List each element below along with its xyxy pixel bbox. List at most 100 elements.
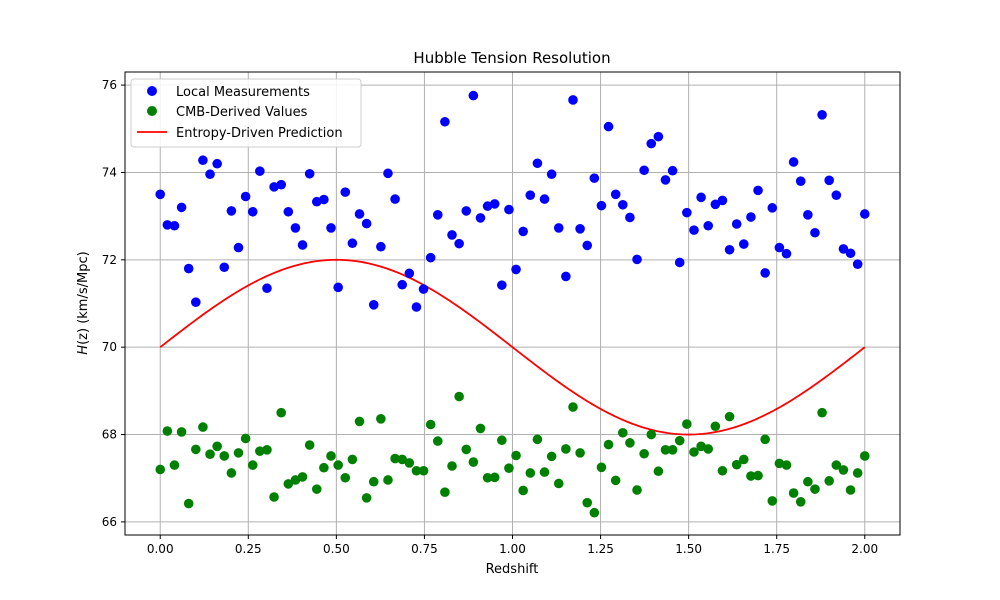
- local-measurement-point: [304, 168, 315, 179]
- local-measurement-point: [760, 268, 770, 278]
- cmb-value-point: [575, 448, 585, 458]
- cmb-value-point: [803, 476, 813, 487]
- cmb-value-point: [461, 444, 472, 455]
- local-measurement-point: [632, 254, 642, 265]
- local-measurement-point: [646, 138, 657, 149]
- cmb-value-point: [283, 479, 294, 489]
- cmb-value-point: [155, 464, 166, 475]
- cmb-value-point: [525, 468, 536, 478]
- cmb-value-point: [233, 448, 244, 458]
- local-measurement-point: [326, 223, 336, 233]
- local-measurement-point: [169, 220, 180, 231]
- local-measurement-point: [418, 284, 429, 294]
- local-measurement-point: [461, 206, 472, 216]
- local-measurement-point: [504, 204, 514, 215]
- cmb-value-point: [383, 475, 393, 485]
- local-measurement-point: [618, 199, 628, 210]
- cmb-value-point: [347, 454, 358, 465]
- cmb-value-point: [603, 439, 614, 450]
- local-measurement-point: [276, 179, 287, 190]
- cmb-value-point: [475, 423, 486, 434]
- local-measurement-point: [368, 300, 379, 310]
- cmb-value-point: [368, 476, 379, 487]
- cmb-value-point: [546, 451, 557, 462]
- cmb-value-point: [682, 419, 692, 429]
- local-measurement-point: [781, 248, 792, 259]
- x-tick-label: 1.00: [499, 542, 526, 556]
- cmb-value-point: [553, 478, 564, 489]
- cmb-value-point: [162, 426, 173, 436]
- cmb-value-point: [781, 460, 792, 470]
- local-measurement-point: [404, 268, 415, 279]
- cmb-value-point: [589, 507, 600, 518]
- cmb-value-point: [183, 498, 194, 509]
- local-measurement-point: [667, 165, 678, 176]
- local-measurement-point: [532, 158, 543, 169]
- x-tick-label: 0.00: [147, 542, 174, 556]
- legend: Local Measurements CMB-Derived Values En…: [130, 78, 362, 148]
- local-measurement-point: [162, 220, 173, 230]
- legend-marker-cmb: [147, 106, 157, 116]
- local-measurement-point: [731, 219, 742, 229]
- local-measurement-point: [290, 223, 301, 233]
- cmb-value-point: [817, 407, 827, 418]
- y-tick-label: 72: [102, 253, 117, 267]
- local-measurement-point: [739, 239, 749, 249]
- cmb-value-point: [625, 438, 635, 448]
- chart-title: Hubble Tension Resolution: [413, 49, 610, 67]
- cmb-value-point: [582, 497, 593, 508]
- cmb-value-point: [795, 497, 806, 507]
- local-measurement-point: [703, 220, 714, 231]
- local-measurement-point: [674, 257, 685, 268]
- cmb-value-point: [397, 454, 408, 465]
- local-measurement-point: [440, 116, 450, 127]
- cmb-value-point: [596, 462, 607, 473]
- local-measurement-point: [724, 244, 735, 255]
- cmb-value-point: [333, 460, 343, 470]
- cmb-value-point: [255, 446, 265, 456]
- prediction-line: [159, 258, 866, 436]
- cmb-value-point: [304, 440, 315, 450]
- local-measurement-point: [240, 191, 251, 202]
- local-measurement-point: [710, 199, 721, 210]
- cmb-value-point: [262, 445, 272, 455]
- local-measurement-point: [852, 259, 863, 269]
- cmb-value-point: [169, 460, 180, 470]
- cmb-value-point: [361, 493, 372, 503]
- local-measurement-point: [198, 155, 208, 166]
- local-measurement-point: [824, 175, 834, 186]
- cmb-value-point: [610, 475, 621, 486]
- cmb-value-point: [297, 472, 308, 482]
- cmb-value-point: [404, 458, 415, 468]
- cmb-value-point: [219, 451, 230, 461]
- cmb-value-point: [440, 487, 450, 497]
- local-measurement-point: [283, 206, 294, 217]
- local-measurement-point: [689, 225, 699, 235]
- local-measurement-point: [653, 131, 664, 142]
- local-measurement-point: [546, 169, 557, 180]
- cmb-value-point: [739, 454, 749, 465]
- local-measurement-point: [183, 263, 194, 274]
- local-measurement-point: [447, 230, 457, 240]
- cmb-value-point: [276, 407, 287, 418]
- local-measurement-point: [788, 157, 799, 167]
- local-measurement-point: [340, 187, 351, 197]
- local-measurement-point: [553, 223, 564, 233]
- cmb-value-point: [660, 445, 671, 455]
- cmb-value-point: [311, 484, 322, 494]
- local-measurement-point: [454, 238, 464, 249]
- cmb-value-point: [824, 476, 834, 486]
- cmb-value-point: [226, 468, 237, 478]
- prediction-line-layer: [159, 258, 866, 436]
- local-measurement-point: [390, 194, 400, 204]
- cmb-value-point: [724, 411, 735, 422]
- local-measurement-point: [155, 189, 166, 200]
- cmb-value-point: [703, 444, 714, 454]
- cmb-value-point: [831, 460, 842, 470]
- cmb-value-point: [518, 485, 528, 496]
- cmb-value-point: [240, 433, 251, 444]
- cmb-value-point: [689, 447, 699, 457]
- cmb-value-point: [639, 448, 649, 459]
- local-measurement-point: [518, 226, 528, 237]
